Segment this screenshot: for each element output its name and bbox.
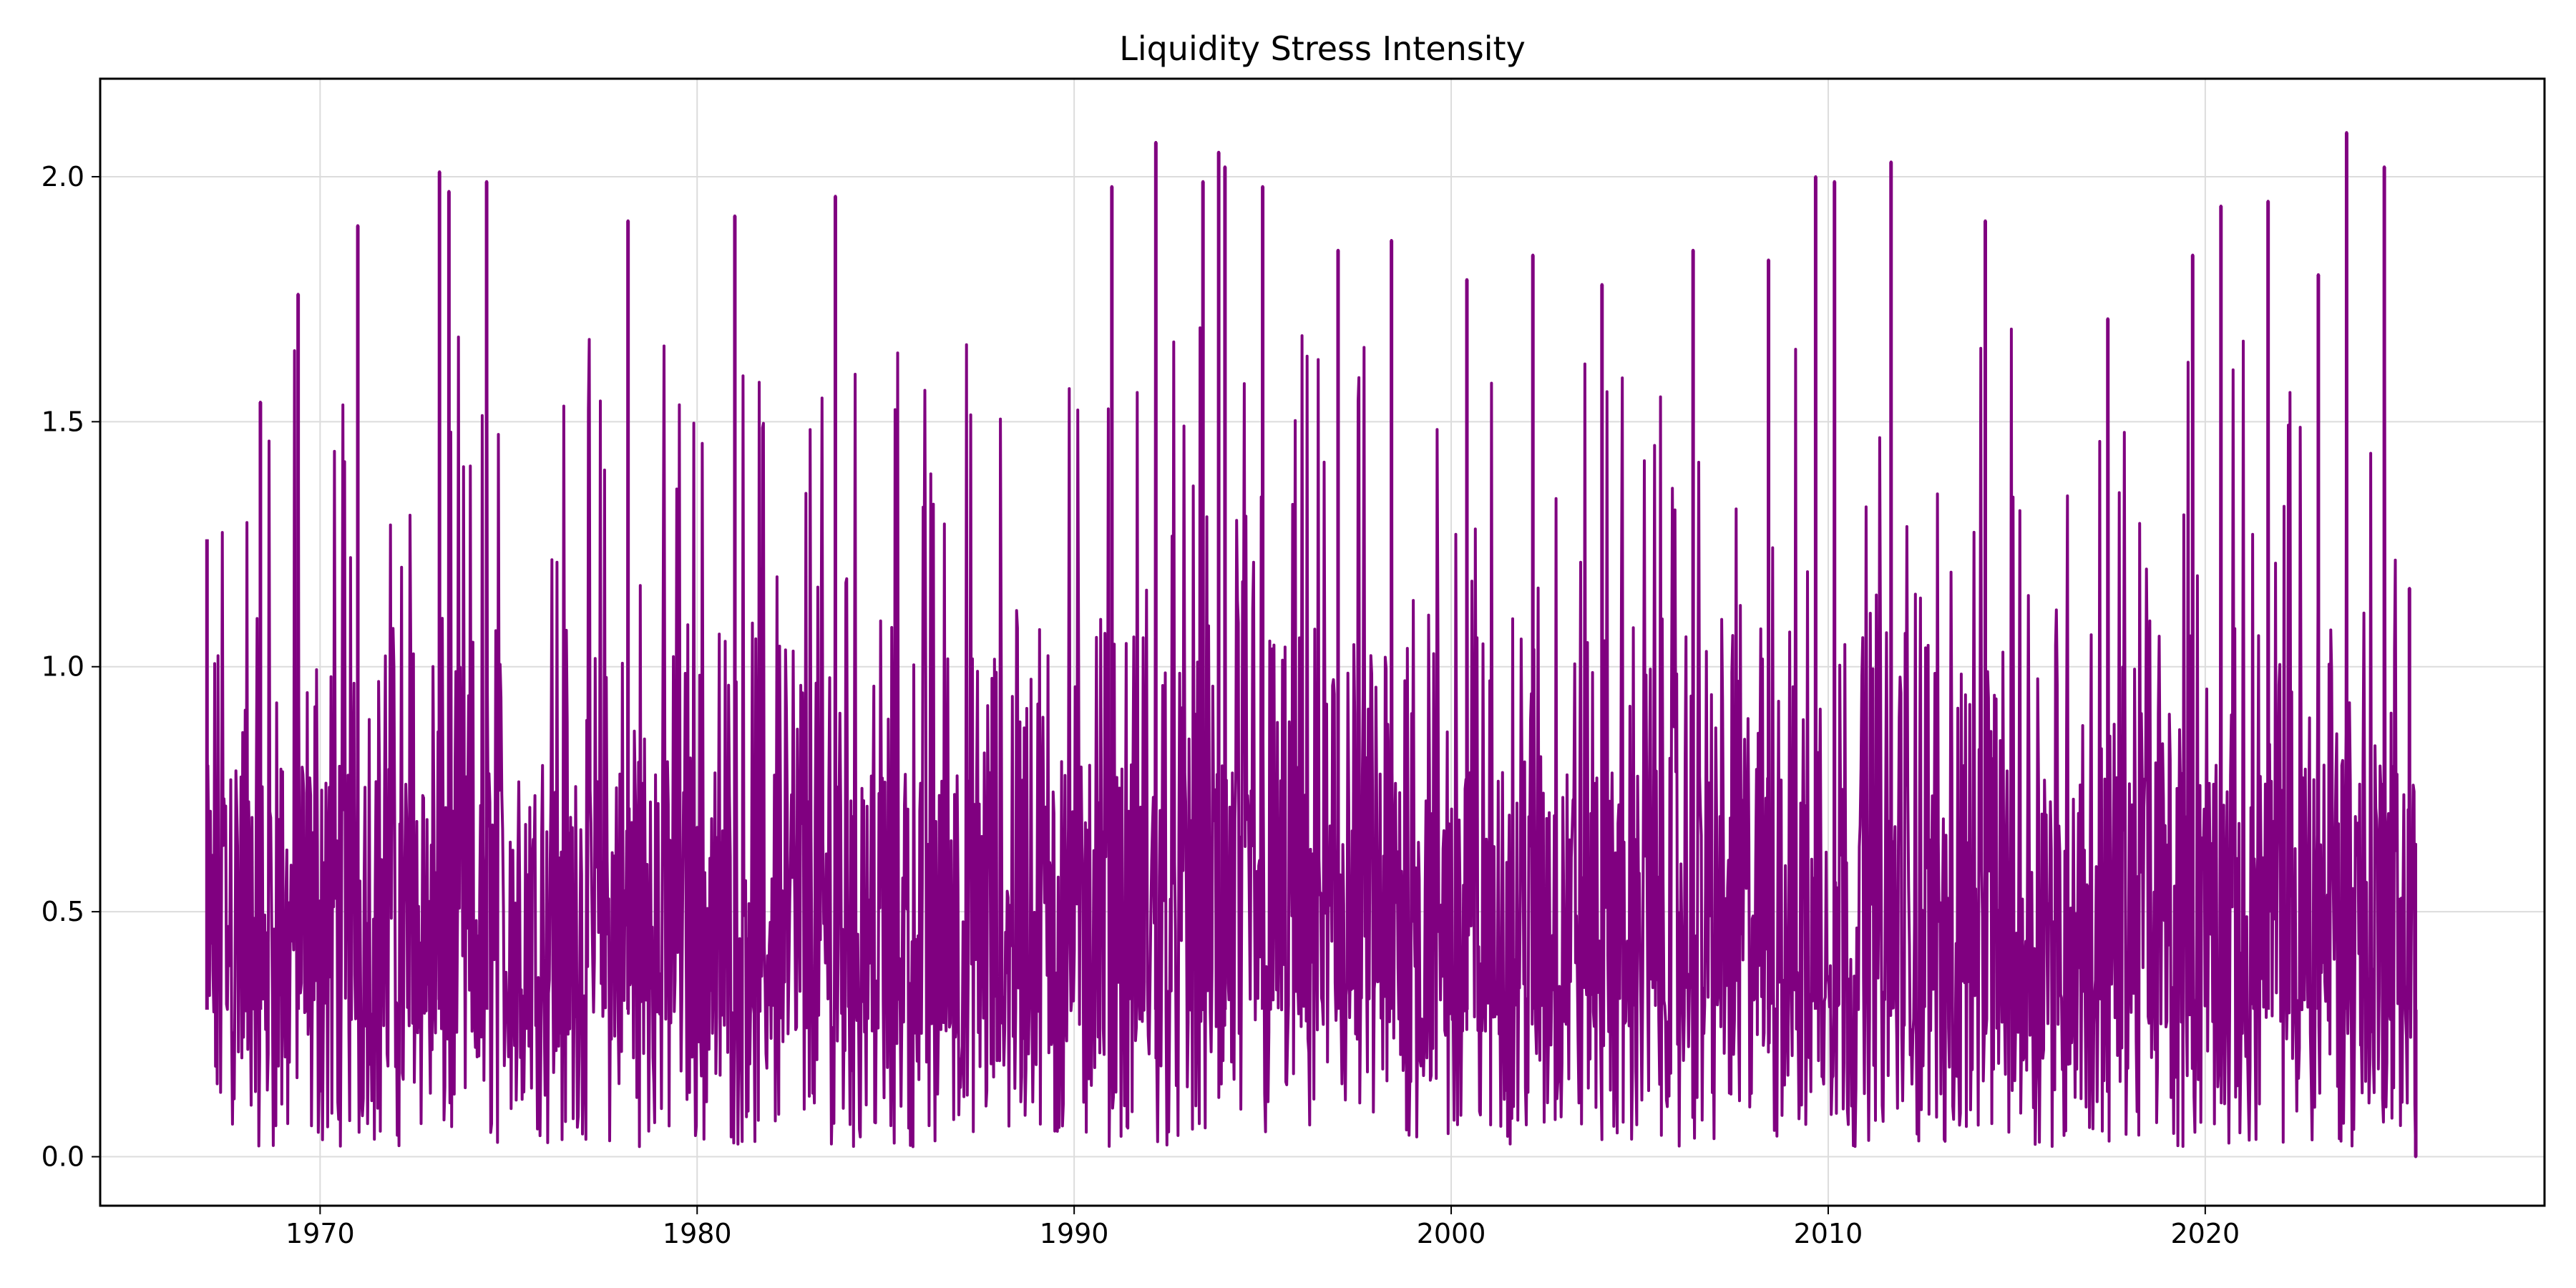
x-tick-label: 2010 xyxy=(1794,1218,1863,1249)
x-tick-label: 1980 xyxy=(663,1218,732,1249)
x-tick-label: 1970 xyxy=(286,1218,355,1249)
series-layer xyxy=(205,131,2418,1158)
x-tick-label: 2000 xyxy=(1417,1218,1486,1249)
x-tick-label: 2020 xyxy=(2170,1218,2240,1249)
gridlines xyxy=(100,79,2545,1206)
y-tick-label: 1.0 xyxy=(42,651,84,683)
chart-title: Liquidity Stress Intensity xyxy=(1119,29,1526,68)
y-tick-label: 2.0 xyxy=(42,161,84,192)
y-tick-label: 0.5 xyxy=(42,896,84,927)
plot-frame xyxy=(99,77,2546,1207)
x-tick-label: 1990 xyxy=(1040,1218,1109,1249)
series-line xyxy=(205,131,2417,1158)
y-tick-label: 0.0 xyxy=(42,1141,84,1173)
y-tick-label: 1.5 xyxy=(42,406,84,437)
axis-ticks: 1970 1980 1990 2000 2010 2020 0.0 0.5 1.0 1.5 2.0 xyxy=(42,161,2240,1249)
